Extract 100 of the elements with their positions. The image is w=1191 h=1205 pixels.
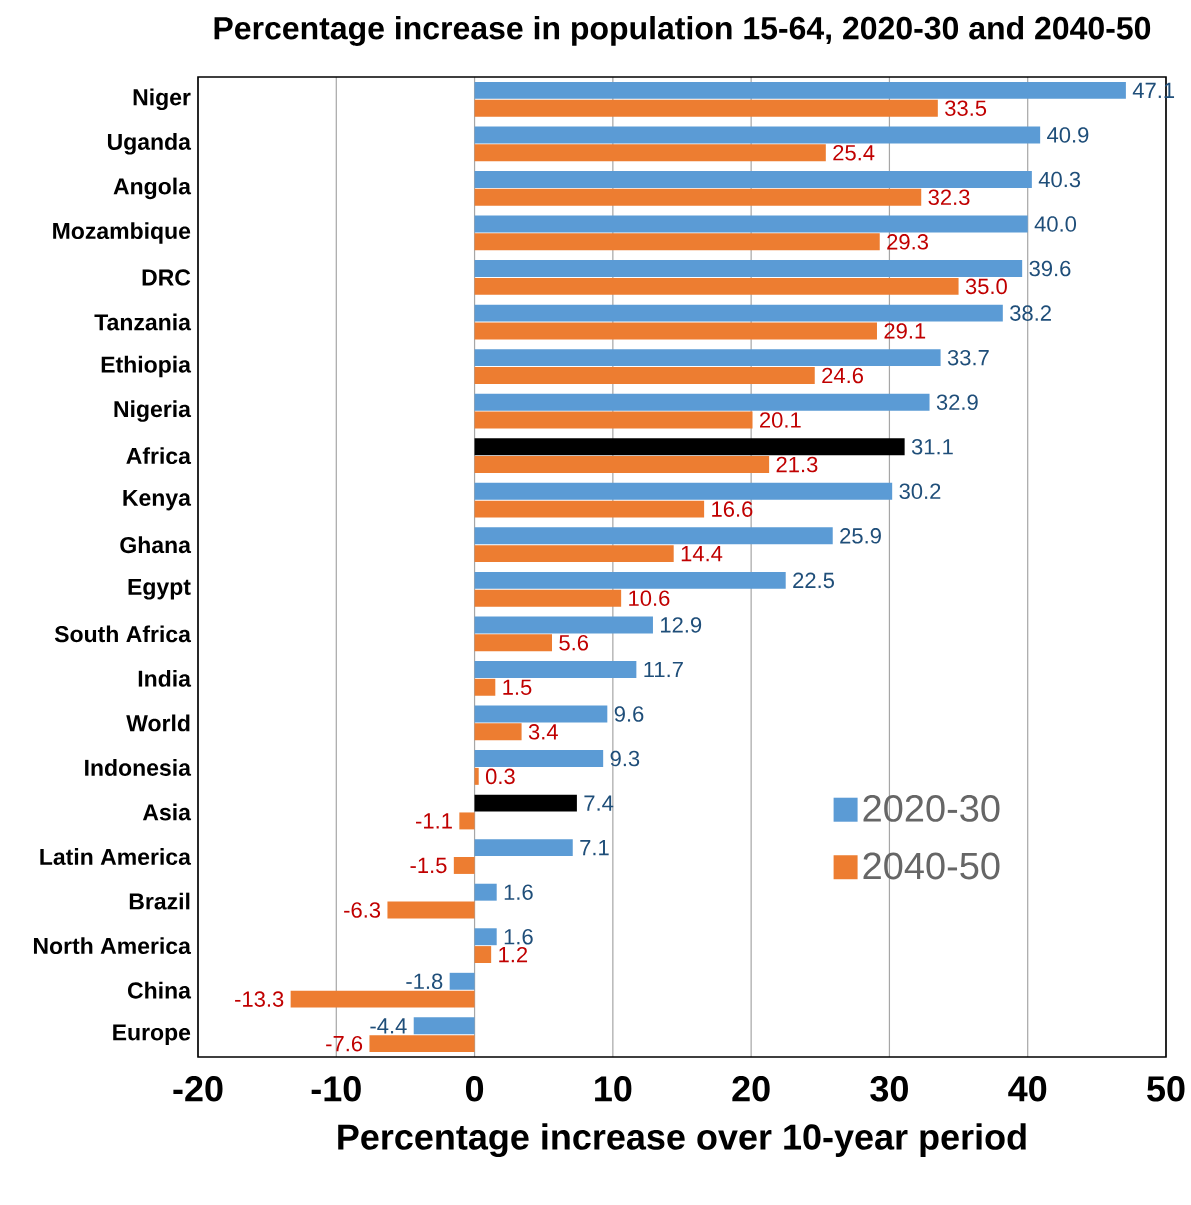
bar (474, 99, 938, 117)
data-label: 33.7 (947, 349, 989, 366)
bar (474, 661, 637, 678)
bar (474, 750, 604, 768)
bar (474, 304, 1003, 322)
data-label: -13.3 (235, 991, 284, 1007)
y-tick-label: Ghana (120, 536, 192, 554)
x-axis-title: Percentage increase over 10-year period (338, 1123, 1026, 1158)
data-label: 25.9 (840, 528, 881, 544)
data-label: 20.1 (760, 412, 801, 428)
bar (474, 946, 492, 964)
bar (474, 634, 553, 652)
bar (474, 260, 1023, 278)
data-label: 29.1 (884, 323, 926, 339)
bar (474, 322, 877, 340)
bar (474, 883, 497, 901)
bar (474, 839, 573, 857)
y-tick-label: North America (33, 937, 192, 955)
data-label: 38.2 (1010, 305, 1051, 321)
data-label: -4.4 (370, 1018, 407, 1034)
data-label: 25.4 (833, 144, 875, 161)
data-label: 31.1 (911, 438, 953, 455)
x-tick-label: 50 (1147, 1076, 1185, 1102)
y-tick-label: Africa (126, 447, 192, 465)
data-label: -6.3 (344, 902, 381, 918)
data-label: 40.0 (1034, 216, 1077, 232)
bar (474, 277, 959, 295)
bar (474, 527, 833, 545)
y-tick-label: Niger (133, 88, 191, 111)
data-label: 24.6 (822, 367, 863, 384)
data-label: 35.0 (965, 278, 1007, 295)
y-tick-label: Latin America (40, 848, 192, 865)
data-label: 10.6 (629, 590, 670, 606)
y-tick-label: Kenya (123, 489, 192, 511)
y-tick-label: Nigeria (114, 400, 192, 422)
bar (453, 857, 475, 874)
data-label: 32.3 (928, 189, 970, 206)
bar (474, 215, 1028, 233)
data-label: -1.8 (406, 973, 443, 990)
y-tick-label: Europe (113, 1024, 191, 1046)
data-label: 11.7 (644, 661, 683, 678)
bar (474, 794, 577, 812)
bar (449, 972, 475, 990)
bar (474, 188, 922, 206)
data-label: 7.1 (580, 840, 609, 856)
data-label: 30.2 (899, 483, 941, 500)
data-label: 14.4 (681, 546, 723, 562)
data-label: -7.6 (326, 1035, 363, 1052)
bar (474, 171, 1032, 188)
data-label: 12.9 (661, 617, 702, 633)
bar (369, 1035, 475, 1053)
x-tick-label: 30 (870, 1076, 908, 1102)
bar (474, 349, 941, 367)
bar (474, 571, 786, 589)
data-label: 3.4 (528, 724, 558, 740)
bar (474, 928, 497, 946)
data-label: 5.6 (559, 634, 589, 651)
data-label: 40.3 (1038, 171, 1081, 188)
bar (474, 589, 622, 607)
bar (474, 616, 653, 634)
data-label: 0.3 (485, 768, 515, 785)
bar (413, 1017, 475, 1035)
data-label: -1.1 (416, 813, 452, 829)
data-label: 29.3 (887, 234, 928, 250)
bar (474, 438, 905, 456)
data-label: 32.9 (936, 394, 978, 410)
bar (474, 233, 880, 251)
data-label: 16.6 (712, 501, 753, 517)
bar (474, 545, 674, 563)
bar (474, 723, 522, 741)
bar (474, 367, 815, 384)
data-label: 39.6 (1029, 260, 1071, 277)
data-label: 40.9 (1047, 127, 1089, 143)
y-tick-label: South Africa (54, 625, 192, 643)
y-tick-label: Mozambique (53, 222, 191, 244)
data-label: 1.6 (504, 928, 533, 945)
data-label: 9.3 (610, 750, 640, 767)
x-tick-label: 10 (595, 1076, 632, 1102)
y-tick-label: World (126, 714, 190, 732)
data-label: 7.4 (584, 795, 614, 811)
data-label: 1.2 (499, 946, 528, 963)
bar (474, 678, 496, 696)
bar (474, 500, 705, 518)
bar (474, 705, 608, 723)
data-label: 22.5 (793, 572, 834, 589)
bar (474, 482, 893, 500)
bar (459, 812, 475, 830)
bar (474, 144, 826, 162)
data-label: 33.5 (945, 100, 987, 116)
bar (290, 990, 475, 1008)
y-tick-label: Angola (113, 177, 192, 200)
x-tick-label: 0 (465, 1076, 484, 1102)
bar (474, 126, 1041, 144)
y-tick-label: Tanzania (94, 313, 192, 331)
bar (474, 393, 930, 411)
y-tick-label: India (138, 669, 192, 687)
data-label: 9.6 (614, 706, 644, 722)
data-label: 1.6 (504, 884, 533, 900)
data-label: -1.5 (410, 857, 447, 874)
y-tick-label: Ethiopia (101, 355, 192, 378)
